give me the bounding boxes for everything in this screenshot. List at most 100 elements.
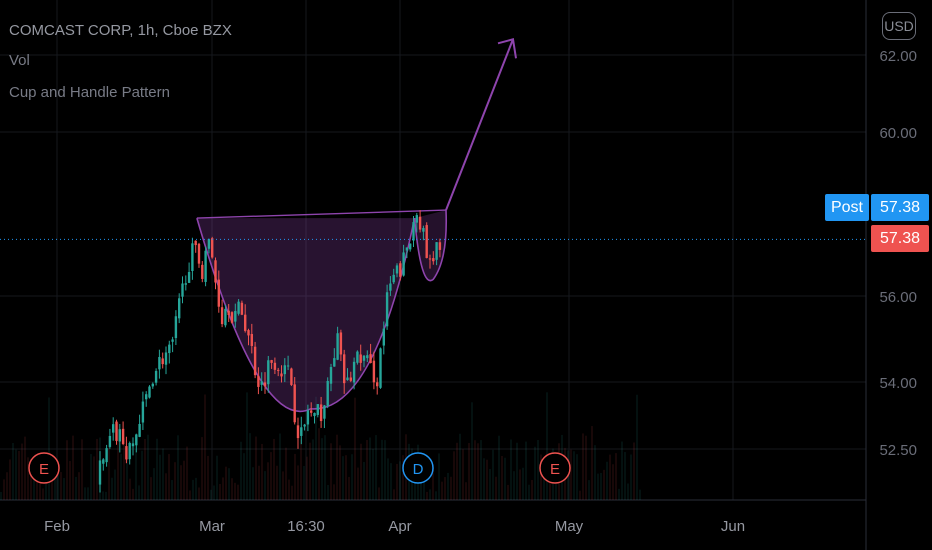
volume-bar bbox=[330, 443, 332, 500]
volume-bar bbox=[495, 476, 497, 500]
volume-bar bbox=[21, 443, 23, 500]
volume-bar bbox=[516, 442, 518, 500]
candle-body bbox=[277, 369, 280, 371]
volume-bar bbox=[312, 439, 314, 500]
price-tick-label: 62.00 bbox=[879, 48, 917, 65]
candle-body bbox=[204, 250, 207, 282]
volume-bar bbox=[24, 436, 26, 500]
volume-bar bbox=[135, 449, 137, 500]
candle-body bbox=[352, 361, 356, 383]
candle-body bbox=[412, 222, 415, 241]
candle-body bbox=[409, 243, 412, 250]
candle-body bbox=[310, 410, 313, 413]
volume-bar bbox=[528, 484, 530, 500]
volume-bar bbox=[315, 396, 317, 500]
volume-bar bbox=[606, 461, 608, 500]
volume-bar bbox=[255, 436, 257, 500]
candle-body bbox=[187, 272, 191, 283]
candle-body bbox=[247, 330, 250, 336]
volume-bar bbox=[198, 487, 200, 500]
volume-bar bbox=[156, 438, 158, 500]
event-marker-earnings[interactable]: E bbox=[28, 452, 60, 484]
volume-bar bbox=[342, 456, 344, 500]
volume-bar bbox=[339, 445, 341, 500]
candle-body bbox=[244, 314, 247, 331]
candle-body bbox=[296, 425, 300, 439]
volume-bar bbox=[87, 487, 89, 500]
volume-bar bbox=[147, 434, 149, 500]
candle-body bbox=[138, 423, 141, 437]
volume-bar bbox=[336, 434, 338, 500]
price-axis[interactable]: 52.50 54.00 56.00 60.00 62.00 bbox=[879, 48, 917, 459]
candle-body bbox=[230, 312, 234, 323]
symbol-legend[interactable]: COMCAST CORP, 1h, Cboe BZX bbox=[9, 22, 232, 39]
event-label: E bbox=[550, 461, 560, 478]
price-tick-label: 56.00 bbox=[879, 289, 917, 306]
currency-button[interactable]: USD bbox=[882, 12, 916, 40]
volume-bar bbox=[597, 473, 599, 500]
volume-bar bbox=[393, 489, 395, 500]
candle-body bbox=[359, 354, 362, 363]
volume-bar bbox=[594, 445, 596, 500]
volume-bar bbox=[300, 439, 302, 500]
volume-bar bbox=[531, 480, 533, 500]
volume-bar bbox=[246, 392, 248, 500]
candle-body bbox=[372, 360, 376, 383]
volume-bar bbox=[420, 470, 422, 500]
time-tick-label: Mar bbox=[199, 518, 225, 535]
volume-bar bbox=[609, 454, 611, 500]
volume-bar bbox=[249, 433, 251, 500]
volume-bar bbox=[63, 478, 65, 500]
candle-body bbox=[171, 339, 174, 342]
candle-body bbox=[220, 307, 224, 325]
cup-and-handle-drawing[interactable] bbox=[196, 38, 517, 413]
candle-body bbox=[141, 401, 145, 423]
volume-bar bbox=[123, 437, 125, 500]
volume-legend[interactable]: Vol bbox=[9, 52, 30, 69]
volume-bar bbox=[240, 441, 242, 500]
volume-bar bbox=[48, 397, 50, 500]
volume-bar bbox=[369, 437, 371, 500]
volume-bar bbox=[483, 458, 485, 500]
candle-body bbox=[253, 346, 257, 376]
event-marker-earnings[interactable]: E bbox=[539, 452, 571, 484]
grid bbox=[0, 0, 867, 550]
candle-body bbox=[300, 427, 303, 436]
volume-bar bbox=[327, 484, 329, 500]
time-tick-label: Apr bbox=[388, 518, 411, 535]
volume-bar bbox=[201, 437, 203, 500]
indicator-legend[interactable]: Cup and Handle Pattern bbox=[9, 84, 170, 101]
candle-body bbox=[151, 383, 154, 387]
volume-bar bbox=[549, 473, 551, 500]
volume-bar bbox=[627, 483, 629, 500]
volume-bar bbox=[204, 394, 206, 500]
candle-body bbox=[438, 242, 442, 250]
candle-body bbox=[303, 424, 306, 427]
volume-bar bbox=[447, 472, 449, 500]
volume-bar bbox=[381, 439, 383, 500]
volume-bar bbox=[360, 443, 362, 500]
time-axis[interactable]: Feb Mar 16:30 Apr May Jun bbox=[44, 518, 745, 535]
volume-bar bbox=[570, 449, 572, 500]
volume-bar bbox=[321, 438, 323, 500]
event-marker-dividend[interactable]: D bbox=[402, 452, 434, 484]
candle-body bbox=[211, 238, 214, 258]
volume-bar bbox=[6, 472, 8, 500]
volume-bar bbox=[375, 435, 377, 500]
candle-body bbox=[115, 421, 118, 441]
volume-bar bbox=[168, 454, 170, 500]
volume-bar bbox=[480, 440, 482, 500]
volume-bar bbox=[429, 489, 431, 500]
volume-bar bbox=[66, 440, 68, 500]
volume-bar bbox=[591, 426, 593, 500]
volume-bar bbox=[492, 449, 494, 500]
volume-bar bbox=[372, 448, 374, 500]
time-tick-label: Jun bbox=[721, 518, 745, 535]
candle-body bbox=[432, 258, 435, 262]
candle-body bbox=[191, 243, 194, 271]
target-arrowhead bbox=[497, 38, 517, 59]
volume-bar bbox=[603, 469, 605, 500]
